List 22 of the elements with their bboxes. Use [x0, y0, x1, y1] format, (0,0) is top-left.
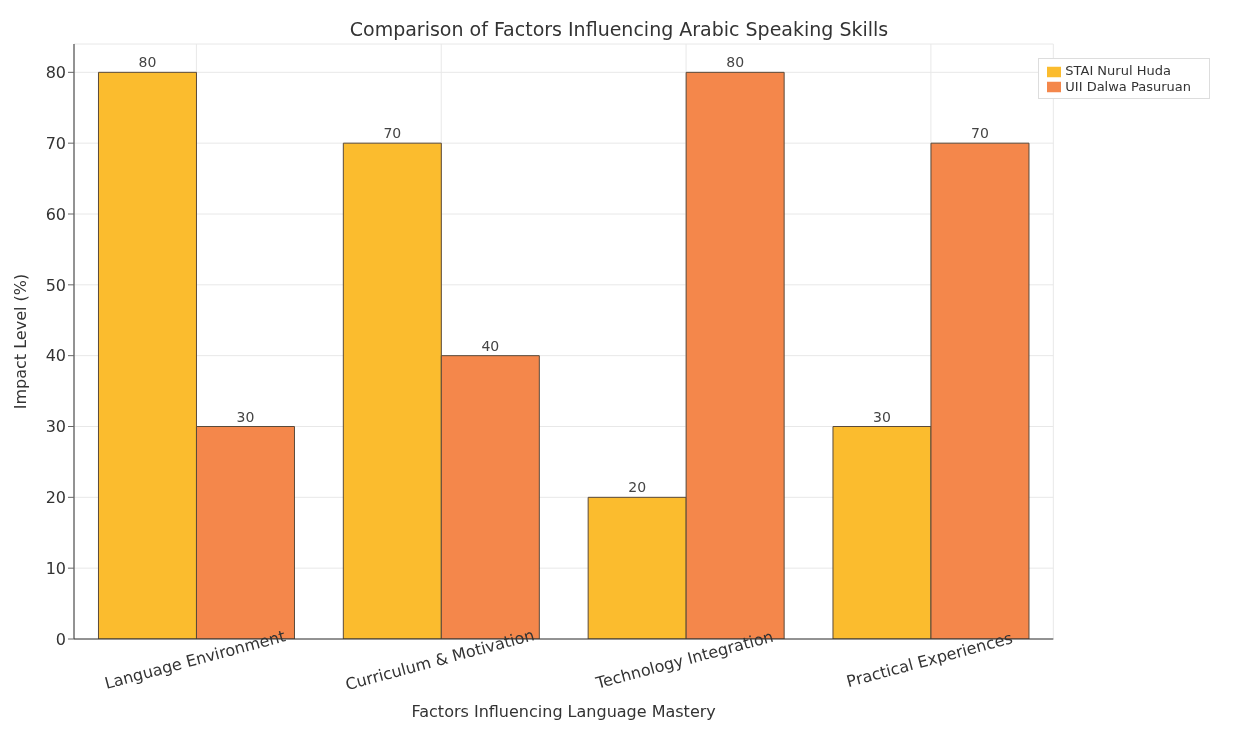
y-tick-label: 20	[45, 488, 66, 508]
y-tick-label: 50	[45, 275, 66, 295]
legend-label: STAI Nurul Huda	[1065, 63, 1171, 78]
x-axis-title: Factors Influencing Language Mastery	[411, 702, 716, 721]
data-label: 30	[236, 408, 255, 425]
y-tick-label: 60	[45, 204, 66, 224]
data-label: 70	[383, 125, 402, 142]
y-tick-label: 10	[45, 558, 66, 578]
y-tick-label: 0	[55, 629, 66, 649]
y-tick-label: 70	[45, 133, 66, 153]
data-label: 20	[628, 479, 647, 496]
y-tick-label: 80	[45, 63, 66, 83]
y-axis-title: Impact Level (%)	[10, 273, 30, 410]
data-label: 80	[138, 54, 157, 71]
data-label: 40	[481, 337, 500, 354]
legend-label: UII Dalwa Pasuruan	[1065, 78, 1191, 94]
data-label: 30	[873, 408, 891, 425]
chart-title: Comparison of Factors Influencing Arabic Speaking Skills	[348, 18, 890, 40]
data-label: 80	[726, 54, 745, 71]
y-tick-label: 40	[45, 346, 66, 366]
data-label: 70	[971, 125, 989, 142]
y-tick-label: 30	[45, 417, 66, 437]
